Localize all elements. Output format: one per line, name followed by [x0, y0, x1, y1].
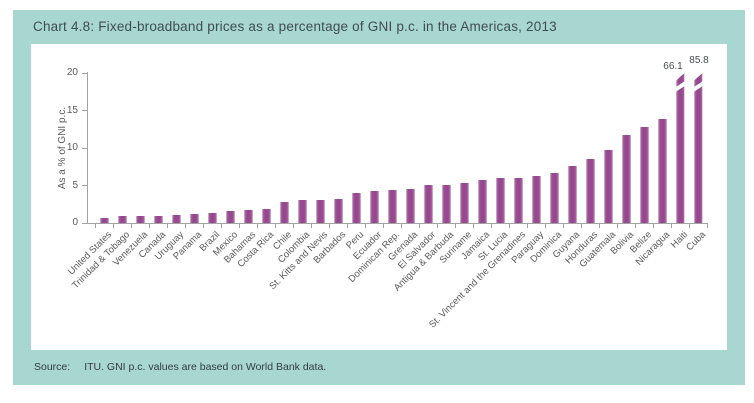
chart-card: Chart 4.8: Fixed-broadband prices as a p…	[13, 10, 745, 385]
x-tick	[220, 223, 222, 228]
bar	[207, 213, 217, 223]
x-tick	[670, 223, 672, 228]
x-tick	[148, 223, 150, 228]
bar	[153, 216, 163, 223]
bar	[657, 119, 667, 223]
y-tick	[82, 110, 88, 112]
bar	[315, 200, 325, 223]
source-note: Source: ITU. GNI p.c. values are based on…	[34, 361, 326, 373]
y-tick	[82, 147, 88, 149]
y-tick-label: 20	[66, 67, 78, 78]
bar	[369, 191, 379, 223]
x-tick	[418, 223, 420, 228]
bar-break-slash	[675, 79, 685, 93]
bar	[387, 190, 397, 223]
x-tick	[346, 223, 348, 228]
bar	[405, 189, 415, 223]
bar	[459, 183, 469, 223]
x-tick	[598, 223, 600, 228]
bar	[333, 199, 343, 223]
bar	[639, 127, 649, 223]
bar	[513, 178, 523, 223]
x-axis-line	[87, 223, 708, 225]
x-tick	[472, 223, 474, 228]
x-tick	[634, 223, 636, 228]
bar	[225, 211, 235, 223]
bar	[351, 193, 361, 223]
x-tick	[310, 223, 312, 228]
bar	[189, 214, 199, 223]
x-tick	[706, 223, 708, 228]
x-tick	[184, 223, 186, 228]
bar	[621, 135, 631, 223]
bar	[117, 216, 127, 223]
x-tick	[400, 223, 402, 228]
source-text: ITU. GNI p.c. values are based on World …	[84, 361, 327, 373]
bar-chart: 0 5 10 15 20 As a % of GNI p.c. United States T…	[31, 44, 727, 350]
y-tick-label: 10	[66, 142, 78, 153]
x-tick	[580, 223, 582, 228]
bar	[549, 173, 559, 223]
x-tick	[382, 223, 384, 228]
bar	[135, 216, 145, 223]
x-tick	[526, 223, 528, 228]
bar	[603, 150, 613, 223]
bar	[297, 200, 307, 223]
x-tick	[652, 223, 654, 228]
x-tick	[490, 223, 492, 228]
bar	[477, 180, 487, 223]
y-axis-title: As a % of GNI p.c.	[57, 106, 68, 190]
callout-value-label: 85.8	[689, 55, 709, 66]
x-tick	[166, 223, 168, 228]
bar	[423, 185, 433, 223]
x-tick	[94, 223, 96, 228]
x-tick	[130, 223, 132, 228]
callout-value-label: 66.1	[663, 61, 683, 72]
bar	[441, 185, 451, 223]
bar	[585, 159, 595, 223]
x-tick	[364, 223, 366, 228]
y-tick	[82, 72, 88, 74]
bar	[567, 166, 577, 223]
bar	[243, 210, 253, 223]
x-tick	[688, 223, 690, 228]
source-label: Source:	[34, 361, 71, 373]
y-tick	[82, 222, 88, 224]
y-tick-label: 5	[72, 179, 78, 191]
bar	[171, 215, 181, 223]
bar	[495, 178, 505, 223]
bar	[279, 202, 289, 223]
x-tick	[202, 223, 204, 228]
bar	[99, 218, 109, 223]
x-tick	[436, 223, 438, 228]
plot-panel: 0 5 10 15 20 As a % of GNI p.c. United States T…	[31, 44, 727, 350]
chart-title: Chart 4.8: Fixed-broadband prices as a p…	[33, 19, 557, 34]
x-tick	[562, 223, 564, 228]
bar-broken	[675, 73, 685, 223]
x-tick	[544, 223, 546, 228]
y-tick	[82, 185, 88, 187]
y-tick-label: 15	[66, 104, 78, 116]
x-tick	[256, 223, 258, 228]
bar-break-slash	[693, 79, 703, 93]
x-tick	[238, 223, 240, 228]
x-tick	[508, 223, 510, 228]
bar	[261, 209, 271, 223]
x-tick	[274, 223, 276, 228]
x-tick	[112, 223, 114, 228]
x-tick	[328, 223, 330, 228]
bar	[531, 176, 541, 223]
y-tick-label: 0	[72, 217, 78, 228]
x-tick	[616, 223, 618, 228]
x-tick	[454, 223, 456, 228]
x-tick	[292, 223, 294, 228]
bar-broken	[693, 73, 703, 223]
